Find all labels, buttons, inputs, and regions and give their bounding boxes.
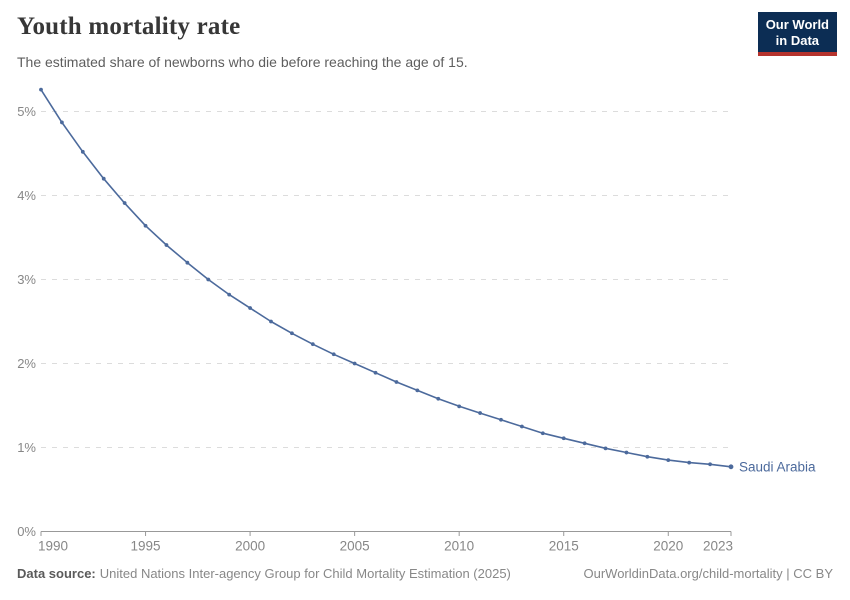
data-point[interactable] (269, 319, 273, 324)
chart-footer: Data source: United Nations Inter-agency … (17, 566, 833, 581)
data-point[interactable] (436, 396, 441, 401)
data-point[interactable] (645, 454, 650, 459)
data-point[interactable] (352, 361, 357, 366)
data-point[interactable] (80, 149, 85, 154)
y-tick-label: 5% (17, 104, 36, 119)
chart-subtitle: The estimated share of newborns who die … (17, 54, 468, 70)
data-point[interactable] (290, 331, 294, 336)
data-source-text: United Nations Inter-agency Group for Ch… (99, 566, 511, 581)
data-point[interactable] (582, 441, 587, 446)
data-point[interactable] (415, 388, 420, 393)
x-tick-label: 2005 (340, 539, 370, 554)
data-point[interactable] (101, 176, 106, 181)
data-point[interactable] (373, 370, 378, 375)
data-point[interactable] (206, 277, 211, 282)
x-tick-label: 2020 (653, 539, 683, 554)
data-point[interactable] (122, 201, 127, 205)
data-point[interactable] (60, 120, 64, 125)
data-point[interactable] (248, 306, 252, 310)
owid-logo-line2: in Data (775, 33, 820, 48)
data-point[interactable] (457, 404, 462, 409)
data-point[interactable] (708, 462, 712, 467)
x-tick-label: 1995 (131, 539, 161, 554)
entity-label[interactable]: Saudi Arabia (739, 459, 816, 474)
license-link[interactable]: OurWorldinData.org/child-mortality | CC … (583, 566, 834, 581)
data-point[interactable] (227, 292, 232, 297)
x-tick-label: 2000 (235, 539, 265, 554)
y-tick-label: 1% (17, 440, 36, 455)
owid-logo[interactable]: Our World in Data (757, 12, 837, 56)
data-point[interactable] (143, 223, 148, 228)
chart-title: Youth mortality rate (17, 13, 241, 40)
x-tick-label: 2023 (703, 539, 733, 554)
x-tick-label: 1990 (38, 539, 68, 554)
data-point[interactable] (540, 431, 545, 436)
data-point[interactable] (687, 460, 692, 465)
data-point[interactable] (603, 446, 608, 451)
data-point[interactable] (499, 417, 503, 422)
data-point[interactable] (331, 352, 336, 357)
data-point[interactable] (624, 450, 629, 455)
data-point[interactable] (164, 243, 169, 247)
owid-logo-line1: Our World (765, 17, 829, 32)
data-point[interactable] (185, 260, 190, 265)
data-point[interactable] (310, 342, 315, 347)
data-point[interactable] (728, 464, 734, 470)
data-source-label: Data source: (17, 566, 96, 581)
data-point[interactable] (39, 87, 43, 92)
y-tick-label: 2% (17, 356, 36, 371)
data-point[interactable] (520, 424, 524, 429)
x-tick-label: 2010 (444, 539, 474, 554)
series-line-saudi-arabia[interactable] (40, 88, 732, 468)
data-point[interactable] (394, 380, 399, 384)
data-point[interactable] (478, 411, 482, 415)
data-point[interactable] (561, 436, 566, 441)
y-tick-label: 4% (17, 188, 36, 203)
y-tick-label: 3% (17, 272, 36, 287)
data-source: Data source: United Nations Inter-agency … (17, 566, 511, 581)
y-tick-label: 0% (17, 524, 36, 539)
data-point[interactable] (666, 458, 671, 462)
x-tick-label: 2015 (549, 539, 579, 554)
